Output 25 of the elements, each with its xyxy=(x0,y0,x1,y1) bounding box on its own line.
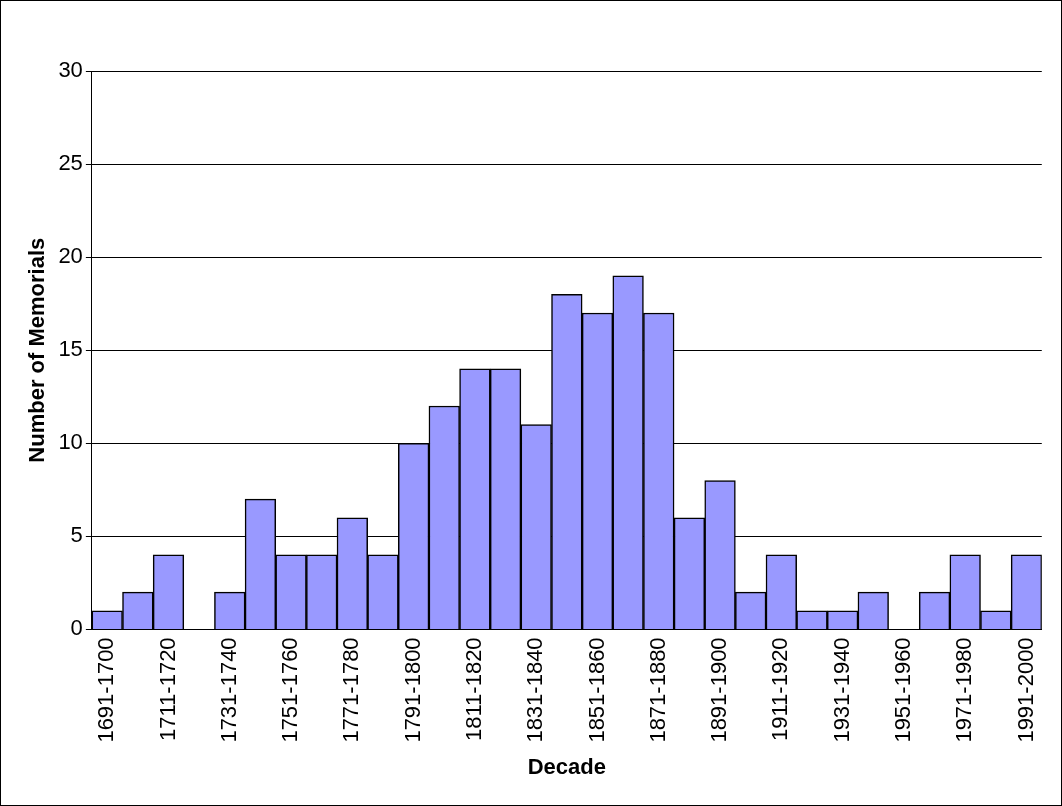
x-tick-label: 1971-1980 xyxy=(951,637,977,743)
x-tick-label: 1851-1860 xyxy=(583,637,609,743)
y-tick-label: 20 xyxy=(58,243,83,269)
y-tick-label: 5 xyxy=(70,522,83,548)
x-tick-label: 1891-1900 xyxy=(706,637,732,743)
x-tick-label: 1791-1800 xyxy=(399,637,425,743)
x-tick-label: 1751-1760 xyxy=(277,637,303,743)
x-tick-label: 1691-1700 xyxy=(93,637,119,743)
x-tick-label: 1871-1880 xyxy=(644,637,670,743)
y-tick-label: 0 xyxy=(70,615,83,641)
y-tick-label: 25 xyxy=(58,150,83,176)
x-tick-label: 1911-1920 xyxy=(767,637,793,741)
x-tick-label: 1831-1840 xyxy=(522,637,548,743)
x-tick-label: 1951-1960 xyxy=(889,637,915,743)
x-tick-label: 1811-1820 xyxy=(460,637,486,741)
x-tick-label: 1931-1940 xyxy=(828,637,854,743)
y-tick-label: 15 xyxy=(58,336,83,362)
x-tick-label: 1731-1740 xyxy=(215,637,241,743)
x-axis-title: Decade xyxy=(527,753,606,779)
x-tick-label: 1711-1720 xyxy=(154,637,180,741)
x-tick-label: 1991-2000 xyxy=(1012,637,1038,743)
y-axis-title: Number of Memorials xyxy=(24,237,50,463)
x-tick-label: 1771-1780 xyxy=(338,637,364,743)
y-tick-label: 10 xyxy=(58,429,83,455)
y-tick-label: 30 xyxy=(58,57,83,83)
